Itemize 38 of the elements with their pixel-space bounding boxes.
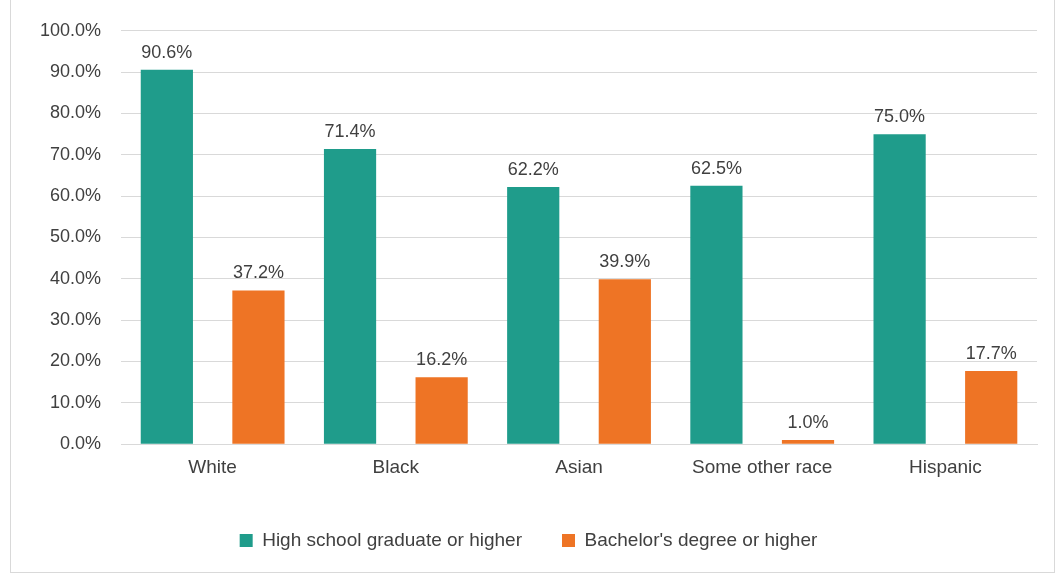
x-tick-label: Asian	[555, 455, 603, 477]
y-tick-label: 100.0%	[39, 19, 102, 40]
y-tick-label: 20.0%	[50, 350, 102, 371]
data-label: 37.2%	[232, 262, 284, 283]
legend-label: High school graduate or higher	[262, 528, 523, 550]
y-tick-label: 60.0%	[50, 185, 102, 206]
bar	[507, 187, 560, 444]
y-tick-label: 40.0%	[50, 267, 102, 288]
legend-label: Bachelor's degree or higher	[584, 528, 818, 550]
bar	[140, 69, 193, 444]
y-tick-label: 30.0%	[50, 309, 102, 330]
bar	[690, 185, 743, 444]
y-tick-label: 50.0%	[50, 226, 102, 247]
y-tick-label: 80.0%	[50, 102, 102, 123]
bar	[323, 149, 377, 444]
data-label: 62.5%	[690, 157, 742, 178]
y-tick-label: 90.0%	[50, 61, 102, 82]
data-label: 16.2%	[416, 349, 468, 370]
x-tick-label: Hispanic	[908, 455, 982, 477]
bar	[415, 377, 468, 444]
x-tick-label: White	[188, 455, 237, 477]
data-label: 90.6%	[141, 41, 193, 62]
y-tick-label: 70.0%	[50, 143, 102, 164]
bar	[232, 290, 285, 444]
bar	[965, 371, 1018, 444]
data-label: 71.4%	[324, 121, 376, 141]
bar	[873, 134, 926, 444]
bar	[598, 279, 651, 444]
data-label: 39.9%	[599, 251, 651, 272]
data-label: 62.2%	[507, 159, 559, 180]
y-tick-label: 0.0%	[60, 433, 102, 454]
x-tick-label: Some other race	[691, 455, 833, 477]
bar	[781, 440, 835, 444]
data-label: 75.0%	[874, 106, 926, 127]
data-label: 17.7%	[965, 343, 1017, 363]
data-label: 1.0%	[787, 412, 829, 433]
y-tick-label: 10.0%	[50, 391, 102, 412]
x-tick-label: Black	[372, 455, 420, 477]
